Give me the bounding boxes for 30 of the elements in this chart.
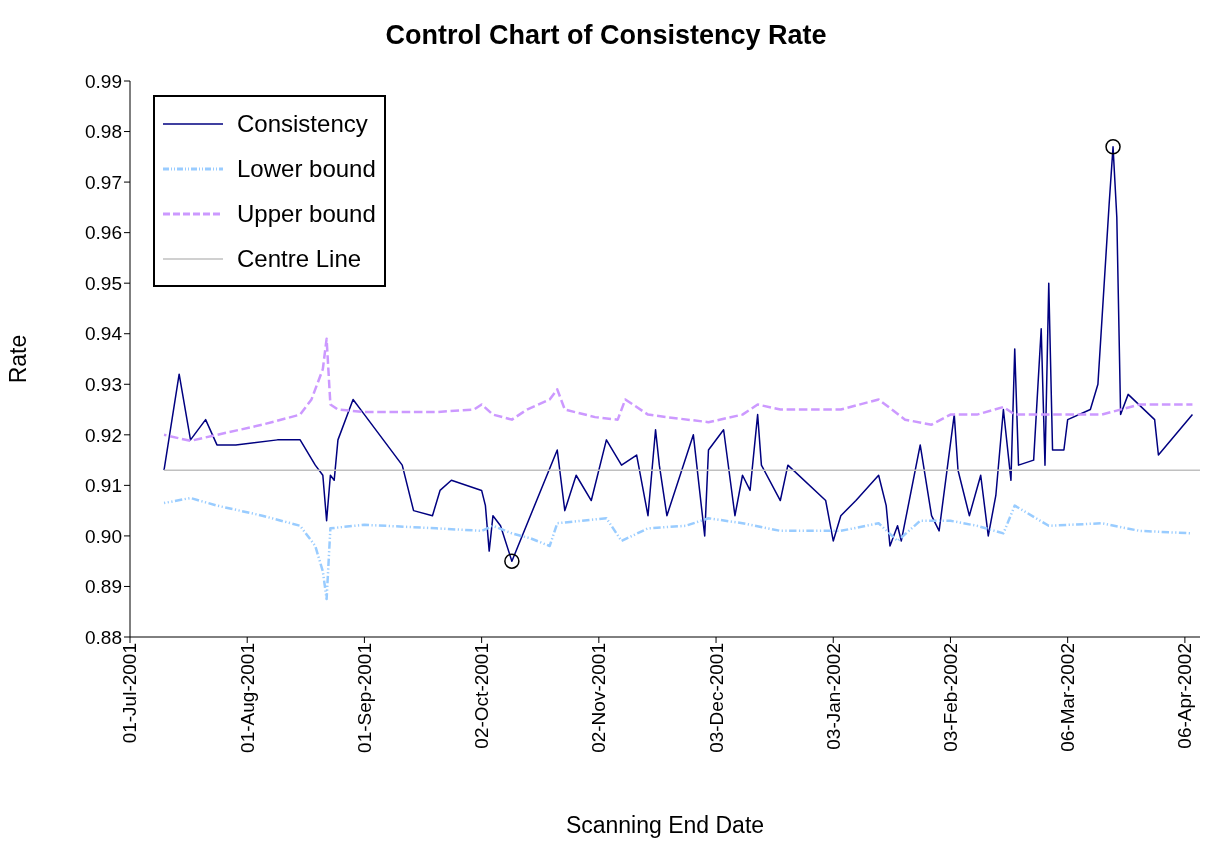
y-tick-label: 0.89: [85, 576, 122, 598]
legend-label: Lower bound: [237, 154, 376, 183]
y-tick-label: 0.97: [85, 171, 122, 193]
x-tick-label: 01-Sep-2001: [353, 643, 375, 753]
line-series: [162, 337, 1194, 443]
x-axis-title: Scanning End Date: [565, 812, 765, 838]
y-tick-label: 0.90: [85, 525, 122, 547]
x-tick-label: 03-Dec-2001: [705, 643, 727, 753]
x-tick-label: 03-Feb-2002: [939, 643, 961, 752]
y-tick-label: 0.98: [85, 121, 122, 143]
x-tick-label: 01-Jul-2001: [119, 643, 141, 744]
x-tick-label: 06-Mar-2002: [1057, 643, 1079, 752]
x-tick-label: 02-Nov-2001: [588, 643, 610, 753]
legend-label: Upper bound: [237, 199, 376, 228]
chart-title: Control Chart of Consistency Rate: [384, 20, 828, 51]
y-tick-label: 0.95: [85, 272, 122, 294]
x-tick-label: 02-Oct-2001: [471, 643, 493, 749]
y-tick-label: 0.88: [85, 626, 122, 648]
y-tick-label: 0.94: [85, 323, 123, 345]
y-tick-label: 0.96: [85, 222, 122, 244]
legend-label: Consistency: [237, 109, 368, 138]
x-tick-label: 06-Apr-2002: [1174, 643, 1196, 749]
y-axis-title: Rate: [5, 334, 32, 384]
y-tick-label: 0.91: [85, 475, 122, 497]
y-tick-label: 0.93: [85, 374, 122, 396]
x-tick-label: 01-Aug-2001: [236, 643, 258, 753]
y-tick-label: 0.99: [85, 70, 122, 92]
y-tick-label: 0.92: [85, 424, 122, 446]
legend-label: Centre Line: [237, 244, 362, 273]
x-tick-label: 03-Jan-2002: [822, 643, 844, 750]
